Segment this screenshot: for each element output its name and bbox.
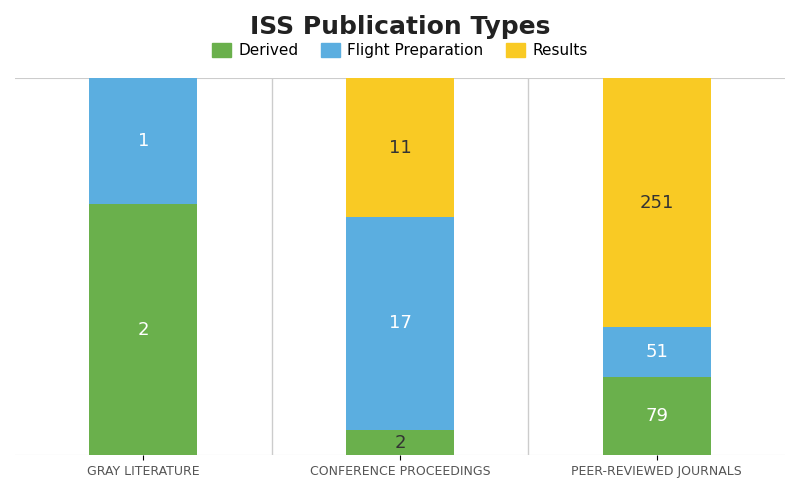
Text: 11: 11 [389,139,411,157]
Bar [90,78,198,204]
Bar [602,327,710,377]
Title: ISS Publication Types: ISS Publication Types [250,15,550,39]
Text: 251: 251 [639,194,674,211]
Bar [346,430,454,455]
Legend: Derived, Flight Preparation, Results: Derived, Flight Preparation, Results [206,37,594,65]
Text: 2: 2 [394,434,406,452]
Bar [346,78,454,216]
Text: 1: 1 [138,132,149,150]
Text: 17: 17 [389,315,411,332]
Text: 2: 2 [138,320,149,339]
Text: 51: 51 [646,343,668,361]
Bar [346,216,454,430]
Text: 79: 79 [645,407,668,425]
Bar [90,204,198,455]
Bar [602,377,710,455]
Bar [602,78,710,327]
